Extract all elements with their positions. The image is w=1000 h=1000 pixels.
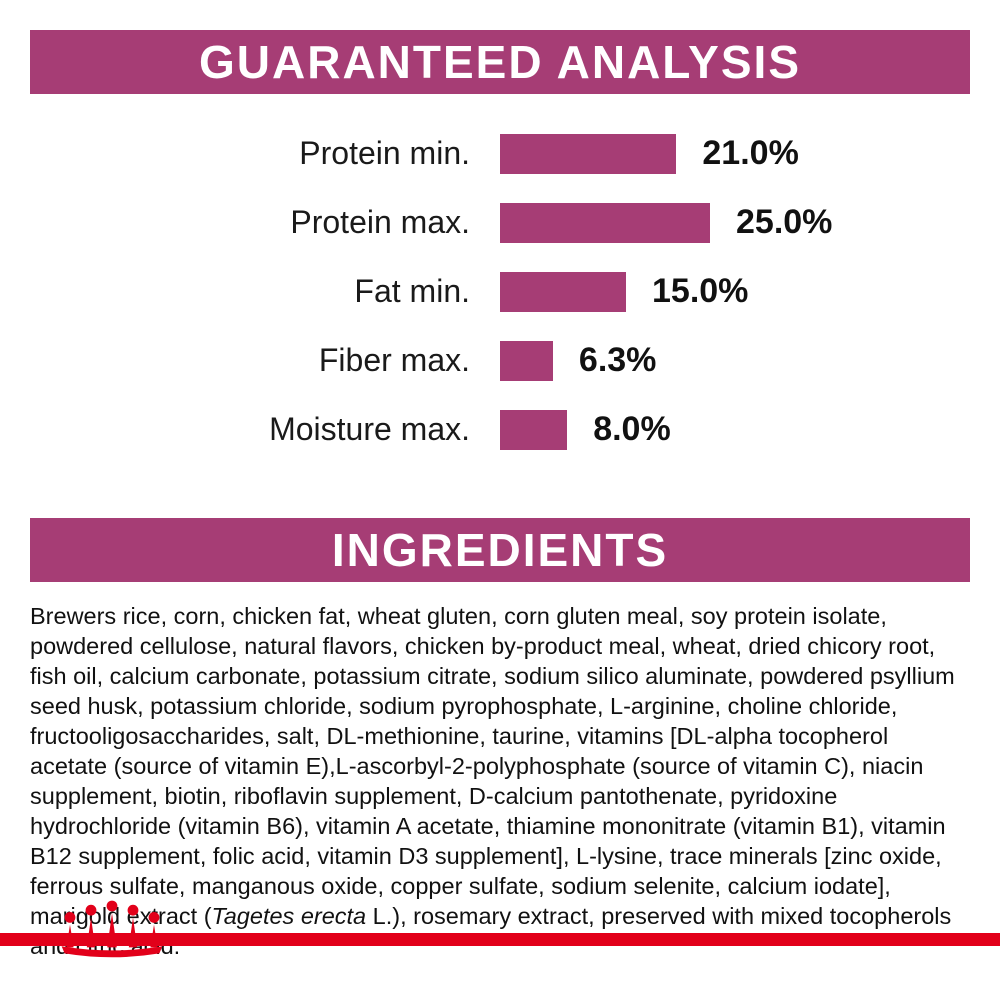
guaranteed-analysis-chart: Protein min. 21.0% Protein max. 25.0% Fat mi… bbox=[0, 119, 1000, 464]
nutrient-value: 21.0% bbox=[702, 134, 799, 172]
nutrient-value: 6.3% bbox=[578, 341, 657, 379]
nutrient-label: Moisture max. bbox=[269, 411, 470, 447]
nutrient-value: 25.0% bbox=[736, 203, 833, 241]
royal-canin-crown-logo bbox=[52, 896, 172, 958]
nutrient-bar bbox=[500, 202, 710, 243]
analysis-row: Moisture max. 8.0% bbox=[0, 395, 1000, 464]
nutrient-bar bbox=[500, 133, 677, 174]
guaranteed-analysis-header: GUARANTEED ANALYSIS bbox=[30, 30, 970, 94]
nutrient-value: 15.0% bbox=[652, 272, 749, 310]
nutrient-value: 8.0% bbox=[593, 410, 671, 448]
analysis-row: Fiber max. 6.3% bbox=[0, 326, 1000, 395]
ingredients-header: INGREDIENTS bbox=[30, 518, 970, 582]
nutrient-label: Fiber max. bbox=[318, 342, 470, 378]
nutrient-bar bbox=[500, 340, 553, 381]
nutrient-bar bbox=[500, 409, 568, 450]
analysis-row: Protein min. 21.0% bbox=[0, 119, 1000, 188]
nutrient-bar bbox=[500, 271, 626, 312]
analysis-row: Fat min. 15.0% bbox=[0, 257, 1000, 326]
ingredients-text: Brewers rice, corn, chicken fat, wheat g… bbox=[30, 601, 965, 961]
brand-stripe bbox=[0, 933, 1000, 946]
crown-icon bbox=[61, 900, 163, 958]
nutrient-label: Protein max. bbox=[290, 204, 470, 240]
analysis-row: Protein max. 25.0% bbox=[0, 188, 1000, 257]
nutrient-label: Fat min. bbox=[354, 273, 470, 309]
ingredients-text-before: Brewers rice, corn, chicken fat, wheat g… bbox=[30, 603, 955, 929]
nutrient-label: Protein min. bbox=[299, 135, 470, 171]
ingredients-latin-name: Tagetes erecta bbox=[211, 903, 367, 929]
